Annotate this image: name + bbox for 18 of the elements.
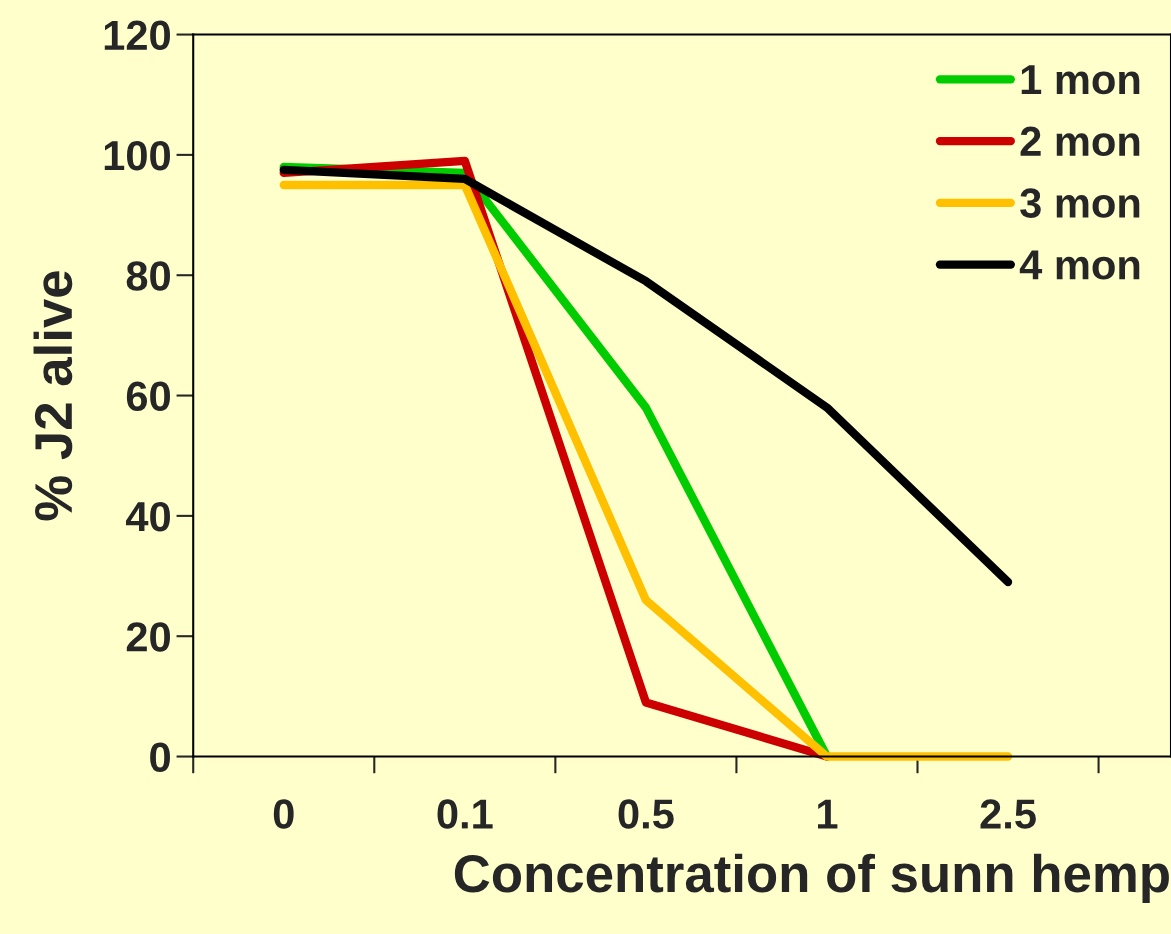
y-tick-label: 100 [104, 140, 170, 171]
y-axis-title: % J2 alive [33, 271, 73, 521]
y-tick-label: 0 [150, 742, 170, 773]
legend-label: 3 mon [1020, 188, 1140, 218]
x-axis-title: Concentration of sunn hemp [454, 853, 1169, 903]
x-tick-label: 0.1 [437, 799, 493, 829]
y-tick-label: 60 [126, 381, 170, 412]
y-tick-label: 120 [104, 20, 170, 51]
x-tick-label: 0 [273, 799, 294, 829]
x-tick-label: 2.5 [980, 799, 1036, 829]
legend-label: 1 mon [1021, 65, 1140, 95]
x-tick-label: 0.5 [618, 799, 674, 829]
y-tick-label: 40 [125, 501, 170, 532]
legend-label: 4 mon [1019, 250, 1140, 280]
y-tick-label: 80 [126, 261, 170, 291]
legend-label: 2 mon [1020, 126, 1140, 157]
y-tick-label: 20 [126, 622, 170, 652]
x-tick-label: 1 [818, 799, 838, 829]
